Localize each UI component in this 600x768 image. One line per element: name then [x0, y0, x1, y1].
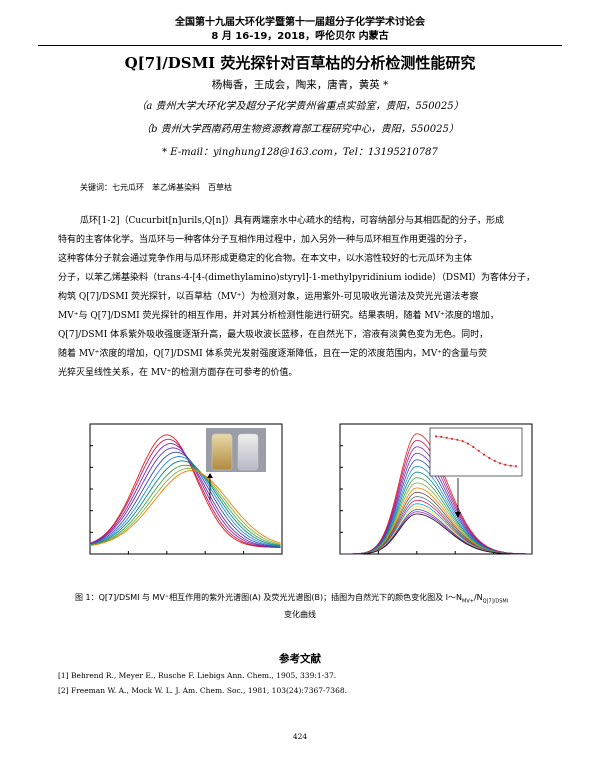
mv-arrowhead [207, 473, 213, 478]
chart-b [339, 423, 533, 555]
conference-title: 全国第十九届大环化学暨第十一届超分子化学学术讨论会 [175, 17, 425, 28]
inset-point [514, 465, 518, 468]
abstract-line: 分子，以苯乙烯基染料（trans-4-[4-(dimethylamino)sty… [58, 273, 536, 283]
fluorescence-series-14 [340, 503, 532, 555]
fluorescence-series-8 [340, 477, 532, 555]
reference-1: [1] Behrend R., Meyer E., Rusche F. Lieb… [58, 671, 337, 680]
inset-frame [429, 427, 523, 477]
fluorescence-series-15 [340, 506, 532, 555]
conference-date: 8 月 16-19，2018，呼伦贝尔 内蒙古 [211, 31, 389, 42]
abstract-line: 这种客体分子就会通过竞争作用与瓜环形成更稳定的化合物。在本文中，以水溶性较好的七… [58, 254, 473, 264]
abstract-line: 瓜环[1-2]（Cucurbit[n]urils,Q[n]）具有两端亲水中心疏水… [80, 216, 504, 226]
fluorescence-series-9 [340, 482, 532, 555]
absorbance-series-9 [89, 467, 281, 546]
abstract-line: 构筑 Q[7]/DSMI 荧光探针，以百草枯（MV⁺）为检测对象，运用紫外-可见… [58, 292, 479, 302]
affiliation-a: （a 贵州大学大环化学及超分子化学贵州省重点实验室，贵阳，550025） [136, 101, 464, 112]
absorbance-series-4 [89, 447, 281, 548]
abstract-line: 特有的主客体化学。当瓜环与一种客体分子互相作用过程中，加入另外一种与瓜环相互作用… [58, 235, 473, 245]
header-rule [38, 45, 562, 46]
page-number: 424 [292, 732, 308, 741]
absorbance-series-6 [89, 456, 281, 547]
abstract-line: MV⁺与 Q[7]/DSMI 荧光探针的相互作用，并对其分析检测性能进行研究。结… [58, 311, 499, 321]
references-heading: 参考文献 [279, 653, 321, 665]
vial-yellow [211, 433, 233, 471]
contact-info: * E-mail：yinghung128@163.com，Tel：1319521… [162, 147, 438, 158]
fluorescence-series-17 [340, 511, 532, 555]
mv-arrowhead-b [455, 512, 461, 518]
absorbance-series-3 [89, 443, 281, 548]
inset-point [434, 435, 438, 438]
fluorescence-series-16 [340, 509, 532, 555]
fluorescence-series-13 [340, 499, 532, 555]
abstract-line: 随着 MV⁺浓度的增加，Q[7]/DSMI 体系荧光发射强度逐渐降低，且在一定的… [58, 349, 487, 359]
fluorescence-series-18 [340, 513, 532, 555]
vial-clear [237, 433, 259, 471]
chart-a [89, 423, 283, 555]
absorbance-series-7 [89, 460, 281, 547]
figure-caption-line2: 变化曲线 [284, 610, 316, 619]
fluorescence-series-12 [340, 496, 532, 555]
fluorescence-series-11 [340, 491, 532, 555]
absorbance-series-10 [89, 470, 281, 547]
abstract-line: 光猝灭呈线性关系，在 MV⁺的检测方面存在可参考的价值。 [58, 368, 298, 378]
authors: 杨梅香，王成会，陶来，唐青，黄英 * [211, 79, 389, 91]
reference-2: [2] Freeman W. A., Mock W. L. J. Am. Che… [58, 686, 348, 695]
absorbance-series-8 [89, 464, 281, 546]
inset-curve [435, 436, 517, 467]
figure-caption: 图 1：Q[7]/DSMI 与 MV⁺相互作用的紫外光谱图(A) 及荧光光谱图(… [75, 593, 509, 605]
abstract-line: Q[7]/DSMI 体系紫外吸收强度逐渐升高，最大吸收波长蓝移，在自然光下，溶液… [58, 330, 489, 340]
paper-title: Q[7]/DSMI 荧光探针对百草枯的分析检测性能研究 [124, 54, 476, 72]
abstract: 瓜环[1-2]（Cucurbit[n]urils,Q[n]）具有两端亲水中心疏水… [58, 212, 544, 383]
affiliation-b: （b 贵州大学西南药用生物资源教育部工程研究中心，贵阳，550025） [141, 124, 459, 135]
keywords: 关键词：七元瓜环 苯乙烯基染料 百草枯 [80, 183, 232, 192]
absorbance-series-5 [89, 451, 281, 548]
